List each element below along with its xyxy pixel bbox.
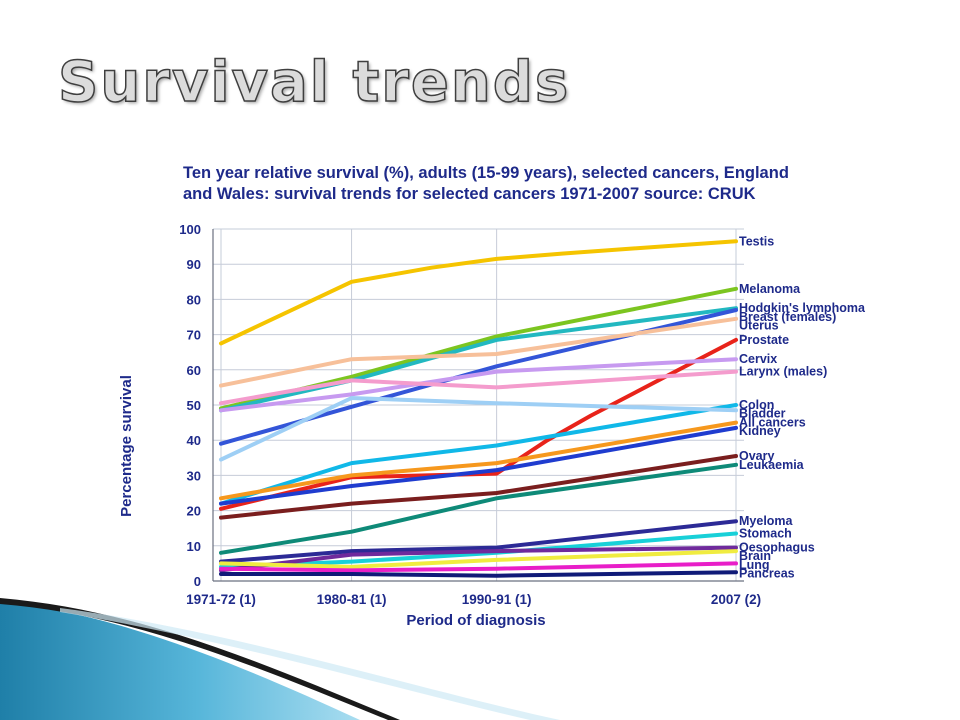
- series-label-testis: Testis: [739, 234, 774, 248]
- series-label-larynx-males: Larynx (males): [739, 365, 827, 379]
- series-line-kidney: [219, 425, 738, 506]
- series-label-bladder: Bladder: [739, 407, 786, 421]
- series-line-brain: [219, 549, 738, 569]
- x-tick-label: 1971-72 (1): [186, 592, 256, 607]
- series-label-kidney: Kidney: [739, 424, 781, 438]
- y-tick-label: 70: [187, 328, 201, 343]
- x-tick-labels: 1971-72 (1) 1980-81 (1) 1990-91 (1) 2007 (2…: [186, 592, 761, 607]
- series-label-cervix: Cervix: [739, 352, 777, 366]
- series-line-all-cancers: [219, 420, 738, 501]
- series-label-stomach: Stomach: [739, 527, 792, 541]
- y-tick-label: 90: [187, 257, 201, 272]
- x-axis-label: Period of diagnosis: [406, 612, 545, 629]
- series-label-ovary: Ovary: [739, 449, 774, 463]
- y-tick-label: 20: [187, 504, 201, 519]
- y-tick-label: 80: [187, 292, 201, 307]
- series-label-melanoma: Melanoma: [739, 282, 801, 296]
- y-tick-label: 40: [187, 433, 201, 448]
- y-tick-label: 10: [187, 539, 201, 554]
- series-label-hodgkin-s-lymphoma: Hodgkin's lymphoma: [739, 301, 866, 315]
- series-line-oesophagus: [219, 545, 738, 573]
- y-tick-label: 50: [187, 398, 201, 413]
- series-label-all-cancers: All cancers: [739, 416, 806, 430]
- series-label-pancreas: Pancreas: [739, 566, 795, 580]
- series-label-myeloma: Myeloma: [739, 514, 794, 528]
- y-tick-labels: 0 10 20 30 40 50 60 70 80 90 100: [179, 222, 201, 589]
- series-label-colon: Colon: [739, 398, 774, 412]
- x-tick-label: 1990-91 (1): [462, 592, 532, 607]
- slide-title: Survival trends: [57, 49, 571, 116]
- chart-axes: [212, 229, 744, 582]
- series-label-breast-females: Breast (females): [739, 310, 836, 324]
- y-tick-label: 60: [187, 363, 201, 378]
- series-label-brain: Brain: [739, 549, 771, 563]
- y-tick-label: 30: [187, 468, 201, 483]
- chart-title: Ten year relative survival (%), adults (…: [183, 164, 789, 203]
- series-line-larynx-males: [219, 369, 738, 406]
- series-lines: [219, 239, 738, 578]
- series-line-myeloma: [219, 519, 738, 564]
- series-label-uterus: Uterus: [739, 318, 779, 332]
- y-axis-label: Percentage survival: [118, 375, 135, 517]
- series-line-testis: [219, 239, 738, 346]
- series-line-colon: [219, 403, 738, 506]
- series-label-oesophagus: Oesophagus: [739, 541, 815, 555]
- series-label-lung: Lung: [739, 558, 770, 572]
- series-line-pancreas: [219, 570, 738, 578]
- x-tick-label: 2007 (2): [711, 592, 761, 607]
- series-line-leukaemia: [219, 462, 738, 555]
- series-line-ovary: [219, 454, 738, 520]
- series-line-lung: [219, 561, 738, 573]
- y-tick-label: 0: [194, 574, 201, 589]
- series-label-prostate: Prostate: [739, 333, 789, 347]
- y-tick-label: 100: [179, 222, 201, 237]
- series-line-bladder: [219, 396, 738, 462]
- series-label-leukaemia: Leukaemia: [739, 458, 805, 472]
- x-tick-label: 1980-81 (1): [317, 592, 387, 607]
- series-line-hodgkin-s-lymphoma: [219, 306, 738, 413]
- series-line-uterus: [219, 316, 738, 388]
